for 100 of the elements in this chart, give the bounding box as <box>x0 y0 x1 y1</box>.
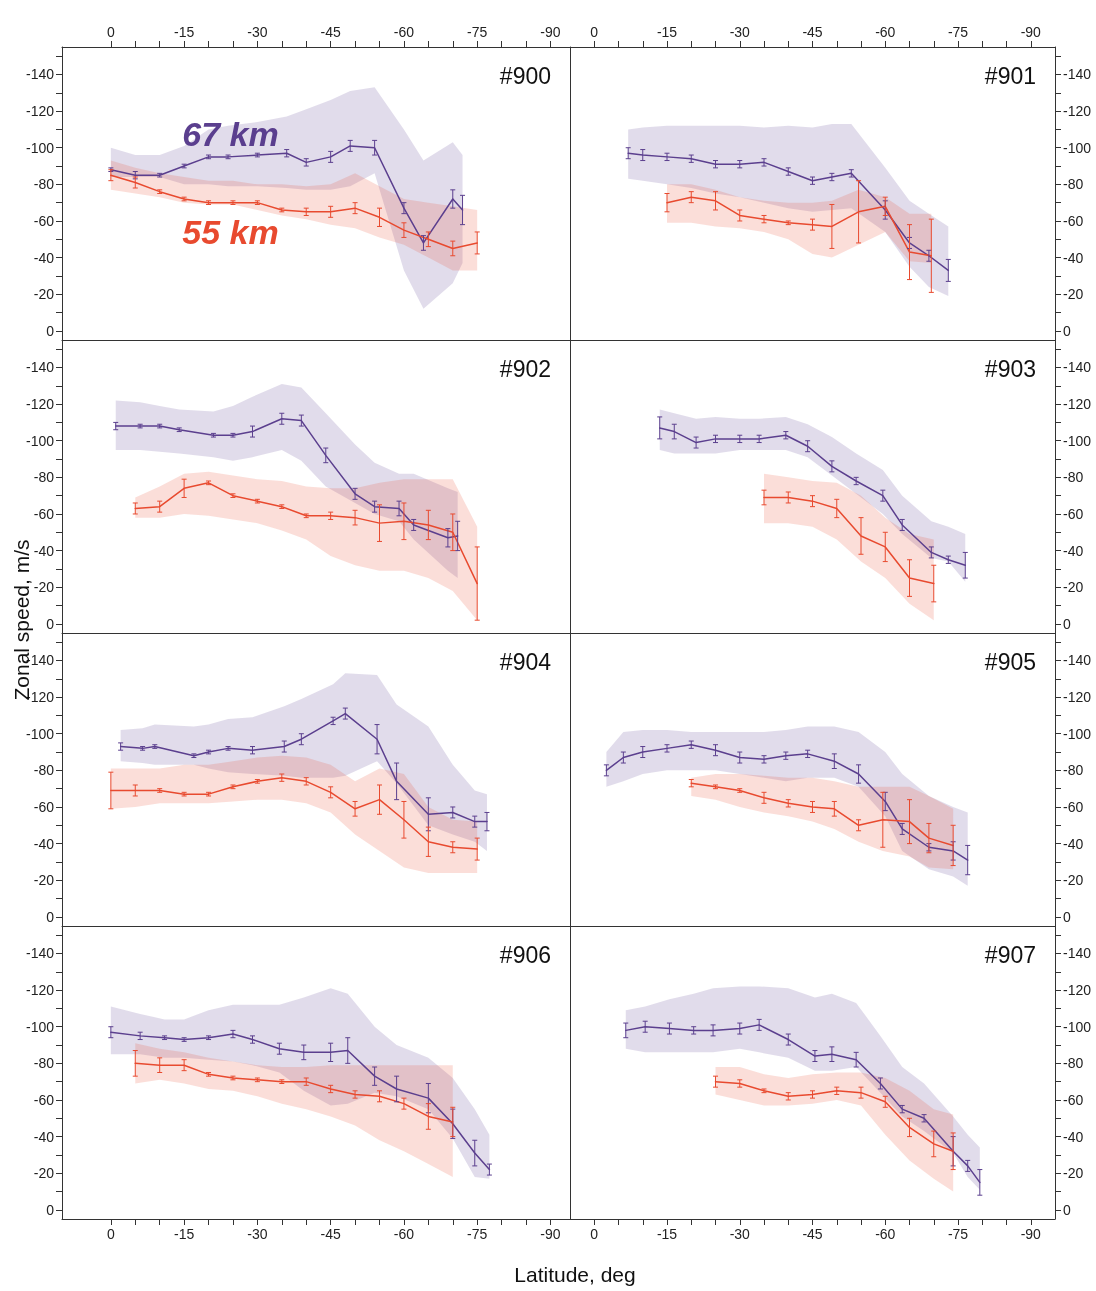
x2-tick-label: -15 <box>174 24 195 40</box>
x-tick-label: -45 <box>802 1226 823 1242</box>
y2-tick-label: -80 <box>1063 176 1084 193</box>
y2-tick-label: -60 <box>1063 505 1084 522</box>
x-tick-label: -75 <box>467 1226 488 1242</box>
y-tick-label: -80 <box>33 176 55 193</box>
y2-tick-label: -120 <box>1063 103 1092 120</box>
y2-tick-label: -20 <box>1063 579 1084 596</box>
y2-tick-label: -20 <box>1063 872 1084 889</box>
x-tick-label: -15 <box>656 1226 678 1242</box>
y2-tick-label: -80 <box>1063 469 1084 486</box>
y-tick-label: -80 <box>33 469 55 486</box>
x-tick-label: 0 <box>106 1226 115 1242</box>
y2-tick-label: -100 <box>1063 139 1092 156</box>
series-label: 67 km <box>182 114 279 153</box>
text: #904 <box>499 648 552 675</box>
x2-tick-label: -15 <box>656 24 678 40</box>
y2-tick-label: -20 <box>1063 1165 1084 1182</box>
text: #903 <box>984 355 1037 382</box>
x2-tick-label: -75 <box>947 24 969 40</box>
y-tick-label: -120 <box>25 103 55 120</box>
y-tick-label: -120 <box>25 396 55 413</box>
x2-tick-label: -90 <box>540 24 561 40</box>
y-tick-label: -40 <box>33 542 55 559</box>
x-tick-label: -90 <box>1020 1226 1042 1242</box>
y-tick-label: -100 <box>25 1018 55 1035</box>
y-tick-label: -40 <box>33 249 55 266</box>
x-tick-label: -30 <box>247 1226 268 1242</box>
y-tick-label: -80 <box>33 762 55 779</box>
y2-tick-label: -60 <box>1063 1091 1084 1108</box>
y-tick-label: -60 <box>33 798 55 815</box>
text: #906 <box>499 941 552 968</box>
x-tick-label: -90 <box>540 1226 561 1242</box>
y-tick-label: 0 <box>46 615 55 632</box>
y-tick-label: 0 <box>46 322 55 339</box>
y-tick-label: -20 <box>33 286 55 303</box>
y-tick-label: -60 <box>33 1091 55 1108</box>
y-tick-label: -40 <box>33 835 55 852</box>
x-tick-label: -60 <box>875 1226 896 1242</box>
x2-tick-label: -60 <box>875 24 896 40</box>
y2-tick-label: 0 <box>1063 322 1071 339</box>
y2-tick-label: -100 <box>1063 725 1092 742</box>
y-tick-label: -100 <box>25 139 55 156</box>
series-label: 55 km <box>182 212 279 251</box>
y2-tick-label: -100 <box>1063 432 1092 449</box>
x-axis-title: Latitude, deg <box>514 1263 636 1287</box>
y-tick-label: -20 <box>33 1165 55 1182</box>
y2-tick-label: -140 <box>1063 359 1092 376</box>
y-tick-label: -140 <box>25 66 55 83</box>
x-tick-label: -30 <box>729 1226 751 1242</box>
x-tick-label: 0 <box>590 1226 599 1242</box>
y-tick-label: -100 <box>25 725 55 742</box>
y2-tick-label: -80 <box>1063 762 1084 779</box>
x2-tick-label: -75 <box>467 24 488 40</box>
x-tick-label: -75 <box>947 1226 969 1242</box>
y-tick-label: -40 <box>33 1128 55 1145</box>
y2-tick-label: -60 <box>1063 212 1084 229</box>
y-tick-label: 0 <box>46 908 55 925</box>
text: #902 <box>499 355 552 382</box>
y-tick-label: -120 <box>25 982 55 999</box>
y2-tick-label: -80 <box>1063 1055 1084 1072</box>
text: #900 <box>499 62 552 89</box>
text: #907 <box>984 941 1037 968</box>
y-tick-label: 0 <box>46 1201 55 1218</box>
x2-tick-label: -45 <box>802 24 823 40</box>
y-tick-label: -140 <box>25 359 55 376</box>
y-tick-label: -60 <box>33 212 55 229</box>
x2-tick-label: -90 <box>1020 24 1042 40</box>
text: #905 <box>984 648 1037 675</box>
y2-tick-label: -140 <box>1063 652 1092 669</box>
x2-tick-label: 0 <box>590 24 599 40</box>
y2-tick-label: -120 <box>1063 396 1092 413</box>
y2-tick-label: -60 <box>1063 798 1084 815</box>
y2-tick-label: -40 <box>1063 542 1084 559</box>
y2-tick-label: 0 <box>1063 615 1071 632</box>
x2-tick-label: -45 <box>320 24 341 40</box>
y2-tick-label: -140 <box>1063 945 1092 962</box>
y2-tick-label: -120 <box>1063 982 1092 999</box>
text: #901 <box>984 62 1037 89</box>
x-tick-label: -45 <box>320 1226 341 1242</box>
y-tick-label: -140 <box>25 945 55 962</box>
y-tick-label: -20 <box>33 872 55 889</box>
y-tick-label: -20 <box>33 579 55 596</box>
x-tick-label: -15 <box>174 1226 195 1242</box>
y-tick-label: -80 <box>33 1055 55 1072</box>
y2-tick-label: -40 <box>1063 249 1084 266</box>
x2-tick-label: -30 <box>247 24 268 40</box>
y2-tick-label: 0 <box>1063 908 1071 925</box>
y2-tick-label: 0 <box>1063 1201 1071 1218</box>
y-tick-label: -60 <box>33 505 55 522</box>
y2-tick-label: -20 <box>1063 286 1084 303</box>
y-tick-label: -100 <box>25 432 55 449</box>
x-tick-label: -60 <box>393 1226 415 1242</box>
y2-tick-label: -40 <box>1063 835 1084 852</box>
y2-tick-label: -120 <box>1063 689 1092 706</box>
x2-tick-label: -30 <box>729 24 751 40</box>
y2-tick-label: -40 <box>1063 1128 1084 1145</box>
x2-tick-label: -60 <box>393 24 415 40</box>
y2-tick-label: -100 <box>1063 1018 1092 1035</box>
x2-tick-label: 0 <box>106 24 115 40</box>
